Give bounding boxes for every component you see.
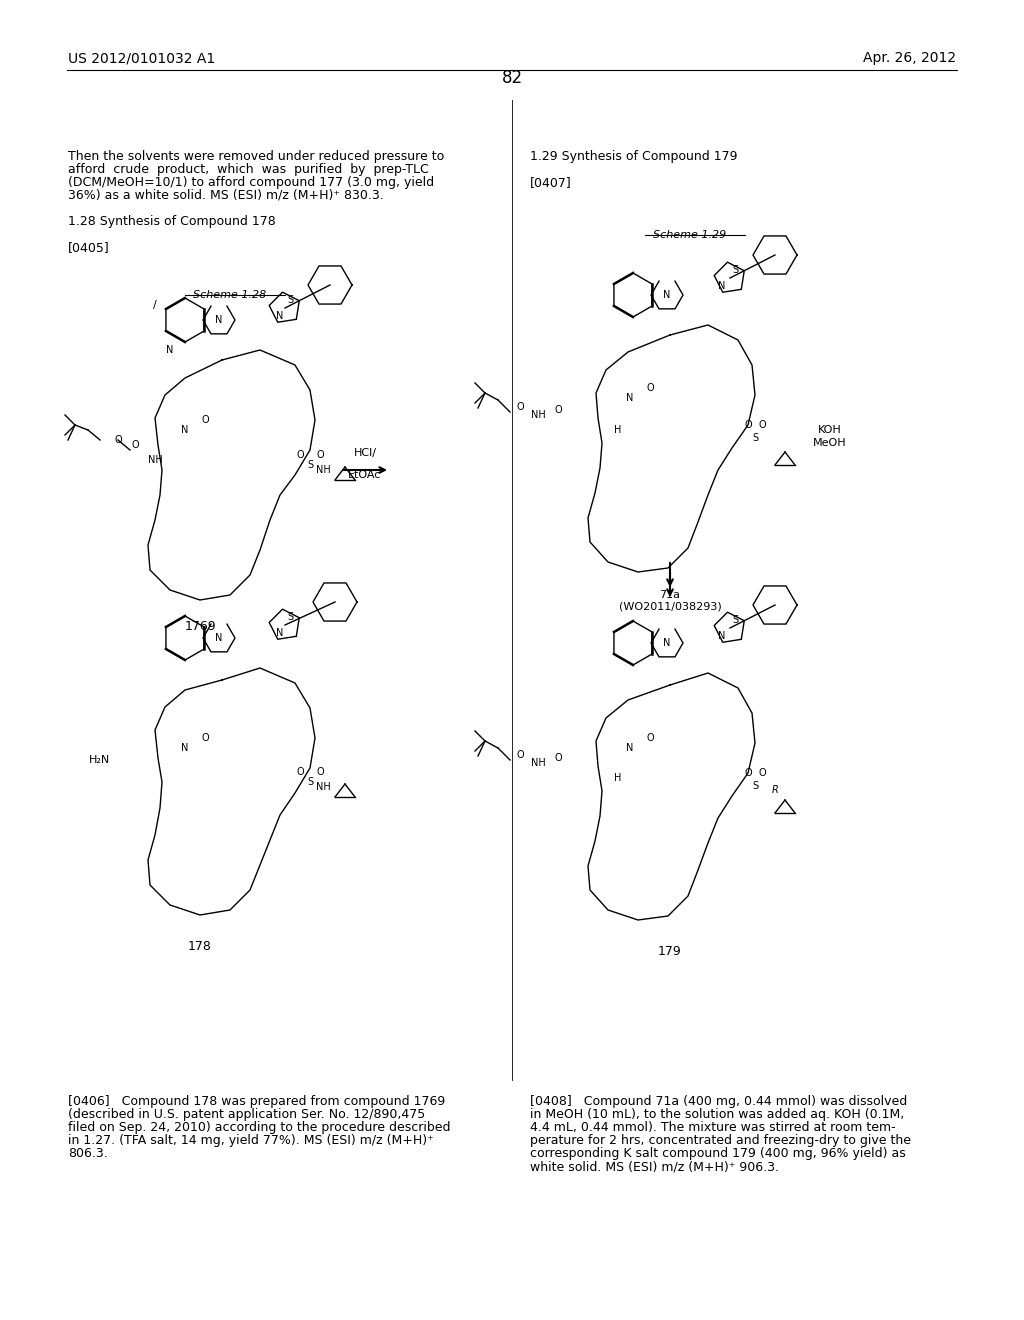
Text: filed on Sep. 24, 2010) according to the procedure described: filed on Sep. 24, 2010) according to the… bbox=[68, 1121, 451, 1134]
Text: N: N bbox=[627, 743, 634, 752]
Text: S: S bbox=[752, 433, 758, 444]
Text: O: O bbox=[646, 733, 653, 743]
Text: 4.4 mL, 0.44 mmol). The mixture was stirred at room tem-: 4.4 mL, 0.44 mmol). The mixture was stir… bbox=[530, 1121, 896, 1134]
Text: O: O bbox=[296, 450, 304, 459]
Text: NH: NH bbox=[147, 455, 163, 465]
Text: HCl/: HCl/ bbox=[353, 447, 377, 458]
Text: KOH: KOH bbox=[818, 425, 842, 436]
Text: NH: NH bbox=[530, 411, 546, 420]
Text: O: O bbox=[201, 414, 209, 425]
Text: 179: 179 bbox=[658, 945, 682, 958]
Text: H: H bbox=[614, 774, 622, 783]
Text: O: O bbox=[646, 383, 653, 393]
Text: N: N bbox=[181, 425, 188, 436]
Text: S: S bbox=[307, 459, 313, 470]
Text: NH: NH bbox=[530, 758, 546, 768]
Text: EtOAc: EtOAc bbox=[348, 470, 382, 480]
Text: [0406]   Compound 178 was prepared from compound 1769: [0406] Compound 178 was prepared from co… bbox=[68, 1096, 445, 1107]
Text: N: N bbox=[718, 631, 726, 642]
Text: (described in U.S. patent application Ser. No. 12/890,475: (described in U.S. patent application Se… bbox=[68, 1107, 425, 1121]
Text: N: N bbox=[664, 290, 671, 300]
Text: 178: 178 bbox=[188, 940, 212, 953]
Text: US 2012/0101032 A1: US 2012/0101032 A1 bbox=[68, 51, 215, 65]
Text: O: O bbox=[516, 403, 524, 412]
Text: S: S bbox=[287, 612, 293, 622]
Text: NH: NH bbox=[315, 465, 331, 475]
Text: H: H bbox=[614, 425, 622, 436]
Text: 82: 82 bbox=[502, 69, 522, 87]
Text: 806.3.: 806.3. bbox=[68, 1147, 108, 1160]
Text: N: N bbox=[215, 315, 222, 325]
Text: Scheme 1.29: Scheme 1.29 bbox=[653, 230, 727, 240]
Text: Then the solvents were removed under reduced pressure to: Then the solvents were removed under red… bbox=[68, 150, 444, 162]
Text: R: R bbox=[772, 785, 778, 795]
Text: white solid. MS (ESI) m/z (M+H)⁺ 906.3.: white solid. MS (ESI) m/z (M+H)⁺ 906.3. bbox=[530, 1160, 779, 1173]
Text: N: N bbox=[276, 628, 284, 638]
Text: Scheme 1.28: Scheme 1.28 bbox=[194, 290, 266, 300]
Text: 71a
(WO2011/038293): 71a (WO2011/038293) bbox=[618, 590, 721, 611]
Text: S: S bbox=[287, 294, 293, 305]
Text: O: O bbox=[758, 420, 766, 430]
Text: N: N bbox=[664, 638, 671, 648]
Text: 1769: 1769 bbox=[184, 620, 216, 634]
Text: O: O bbox=[201, 733, 209, 743]
Text: N: N bbox=[276, 312, 284, 321]
Text: MeOH: MeOH bbox=[813, 438, 847, 447]
Text: O: O bbox=[316, 450, 324, 459]
Text: N: N bbox=[166, 345, 174, 355]
Text: O: O bbox=[554, 405, 562, 414]
Text: corresponding K salt compound 179 (400 mg, 96% yield) as: corresponding K salt compound 179 (400 m… bbox=[530, 1147, 906, 1160]
Text: S: S bbox=[752, 781, 758, 791]
Text: in MeOH (10 mL), to the solution was added aq. KOH (0.1M,: in MeOH (10 mL), to the solution was add… bbox=[530, 1107, 904, 1121]
Text: N: N bbox=[181, 743, 188, 752]
Text: O: O bbox=[554, 752, 562, 763]
Text: S: S bbox=[307, 777, 313, 787]
Text: [0407]: [0407] bbox=[530, 176, 571, 189]
Text: O: O bbox=[316, 767, 324, 777]
Text: O: O bbox=[744, 420, 752, 430]
Text: O: O bbox=[516, 750, 524, 760]
Text: O: O bbox=[744, 768, 752, 777]
Text: O: O bbox=[296, 767, 304, 777]
Text: N: N bbox=[627, 393, 634, 403]
Text: 1.28 Synthesis of Compound 178: 1.28 Synthesis of Compound 178 bbox=[68, 215, 275, 228]
Text: NH: NH bbox=[315, 781, 331, 792]
Text: perature for 2 hrs, concentrated and freezing-dry to give the: perature for 2 hrs, concentrated and fre… bbox=[530, 1134, 911, 1147]
Text: [0408]   Compound 71a (400 mg, 0.44 mmol) was dissolved: [0408] Compound 71a (400 mg, 0.44 mmol) … bbox=[530, 1096, 907, 1107]
Text: H₂N: H₂N bbox=[89, 755, 111, 766]
Text: Apr. 26, 2012: Apr. 26, 2012 bbox=[863, 51, 956, 65]
Text: O: O bbox=[758, 768, 766, 777]
Text: N: N bbox=[215, 634, 222, 643]
Text: afford  crude  product,  which  was  purified  by  prep-TLC: afford crude product, which was purified… bbox=[68, 162, 429, 176]
Text: [0405]: [0405] bbox=[68, 242, 110, 253]
Text: /: / bbox=[154, 300, 157, 310]
Text: O: O bbox=[115, 436, 122, 445]
Text: in 1.27. (TFA salt, 14 mg, yield 77%). MS (ESI) m/z (M+H)⁺: in 1.27. (TFA salt, 14 mg, yield 77%). M… bbox=[68, 1134, 434, 1147]
Text: (DCM/MeOH=10/1) to afford compound 177 (3.0 mg, yield: (DCM/MeOH=10/1) to afford compound 177 (… bbox=[68, 176, 434, 189]
Text: 1.29 Synthesis of Compound 179: 1.29 Synthesis of Compound 179 bbox=[530, 150, 737, 162]
Text: N: N bbox=[718, 281, 726, 290]
Text: O: O bbox=[131, 440, 139, 450]
Text: 36%) as a white solid. MS (ESI) m/z (M+H)⁺ 830.3.: 36%) as a white solid. MS (ESI) m/z (M+H… bbox=[68, 189, 384, 202]
Text: S: S bbox=[732, 615, 738, 624]
Text: S: S bbox=[732, 265, 738, 275]
